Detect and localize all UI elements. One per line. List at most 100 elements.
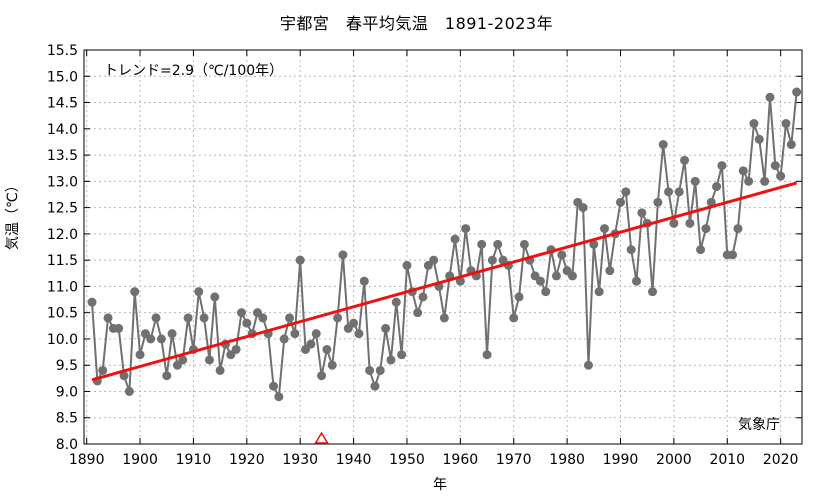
data-point	[290, 329, 300, 339]
data-point	[493, 239, 503, 249]
data-point	[103, 313, 113, 323]
x-tick-label: 1940	[336, 452, 372, 468]
y-tick-label: 13.0	[47, 174, 78, 190]
data-point	[370, 381, 380, 391]
y-tick-label: 8.0	[56, 437, 78, 453]
data-point	[194, 287, 204, 297]
station-change-marker	[314, 431, 329, 444]
data-point	[738, 166, 748, 176]
data-point	[648, 287, 658, 297]
data-point	[204, 355, 214, 365]
data-point	[621, 187, 631, 197]
y-tick-label: 14.0	[47, 122, 78, 138]
x-tick-label: 1920	[229, 452, 265, 468]
chart-title: 宇都宮 春平均気温 1891-2023年	[279, 14, 554, 33]
data-point	[599, 224, 609, 234]
y-tick-labels: 8.0 8.5 9.0 9.5 10.0 10.5 11.0 11.5 12.0 12.5 13.0…	[47, 43, 78, 453]
x-tick-label: 1980	[549, 452, 585, 468]
data-point	[135, 350, 145, 360]
y-tick-label: 10.5	[47, 306, 78, 322]
data-point	[391, 297, 401, 307]
data-point	[151, 313, 161, 323]
y-tick-label: 15.5	[47, 43, 78, 59]
data-point	[322, 344, 332, 354]
data-point	[605, 266, 615, 276]
data-point	[477, 239, 487, 249]
data-point	[274, 392, 284, 402]
data-point	[130, 287, 140, 297]
data-point	[210, 292, 220, 302]
y-tick-label: 14.5	[47, 96, 78, 112]
data-point	[551, 271, 561, 281]
data-point	[519, 239, 529, 249]
plot-frame	[83, 49, 803, 445]
trend-line-path	[91, 181, 798, 382]
data-point	[258, 313, 268, 323]
data-point	[359, 276, 369, 286]
data-point	[354, 329, 364, 339]
x-tick-label: 1990	[603, 452, 639, 468]
grid-lines	[84, 49, 802, 445]
data-point	[119, 371, 129, 381]
data-point	[199, 313, 209, 323]
y-tick-label: 9.5	[56, 358, 78, 374]
data-point	[674, 187, 684, 197]
data-point	[285, 313, 295, 323]
data-point	[87, 297, 97, 307]
data-point	[706, 197, 716, 207]
series-spring-mean-temperature	[87, 87, 802, 402]
data-point	[178, 355, 188, 365]
data-point	[242, 318, 252, 328]
y-tick-label: 9.0	[56, 384, 78, 400]
data-point	[306, 339, 316, 349]
data-point	[776, 171, 786, 181]
y-tick-label: 8.5	[56, 411, 78, 427]
data-point	[685, 218, 695, 228]
data-point	[514, 292, 524, 302]
x-tick-label: 1960	[443, 452, 479, 468]
y-tick-label: 12.0	[47, 227, 78, 243]
data-point	[653, 197, 663, 207]
data-point	[567, 271, 577, 281]
data-point	[664, 187, 674, 197]
data-point	[733, 224, 743, 234]
y-tick-label: 12.5	[47, 201, 78, 217]
data-point	[765, 92, 775, 102]
y-axis-label: 気温（℃）	[5, 178, 21, 250]
y-tick-label: 13.5	[47, 148, 78, 164]
data-point	[402, 260, 412, 270]
x-axis-label: 年	[433, 477, 447, 493]
data-point	[541, 287, 551, 297]
data-point	[317, 371, 327, 381]
data-point	[637, 208, 647, 218]
data-point	[429, 255, 439, 265]
triangle-marker	[314, 431, 329, 444]
axis-ticks	[84, 49, 802, 445]
trend-annotation: トレンド=2.9（℃/100年）	[104, 63, 284, 79]
data-point	[114, 323, 124, 333]
data-point	[626, 245, 636, 255]
data-point	[231, 344, 241, 354]
data-point	[162, 371, 172, 381]
x-tick-label: 1900	[122, 452, 158, 468]
x-tick-label: 1950	[389, 452, 425, 468]
x-tick-label: 2010	[709, 452, 745, 468]
data-point	[786, 140, 796, 150]
data-point	[615, 197, 625, 207]
data-point	[717, 161, 727, 171]
y-tick-label: 10.0	[47, 332, 78, 348]
data-point	[418, 292, 428, 302]
data-point	[461, 224, 471, 234]
data-point	[669, 218, 679, 228]
data-point	[333, 313, 343, 323]
data-point	[680, 155, 690, 165]
data-point	[760, 176, 770, 186]
data-point	[439, 313, 449, 323]
data-point	[295, 255, 305, 265]
data-point	[146, 334, 156, 344]
x-tick-label: 1970	[496, 452, 532, 468]
data-point	[781, 119, 791, 129]
y-tick-label: 11.5	[47, 253, 78, 269]
source-credit: 気象庁	[738, 417, 780, 433]
data-point	[749, 119, 759, 129]
